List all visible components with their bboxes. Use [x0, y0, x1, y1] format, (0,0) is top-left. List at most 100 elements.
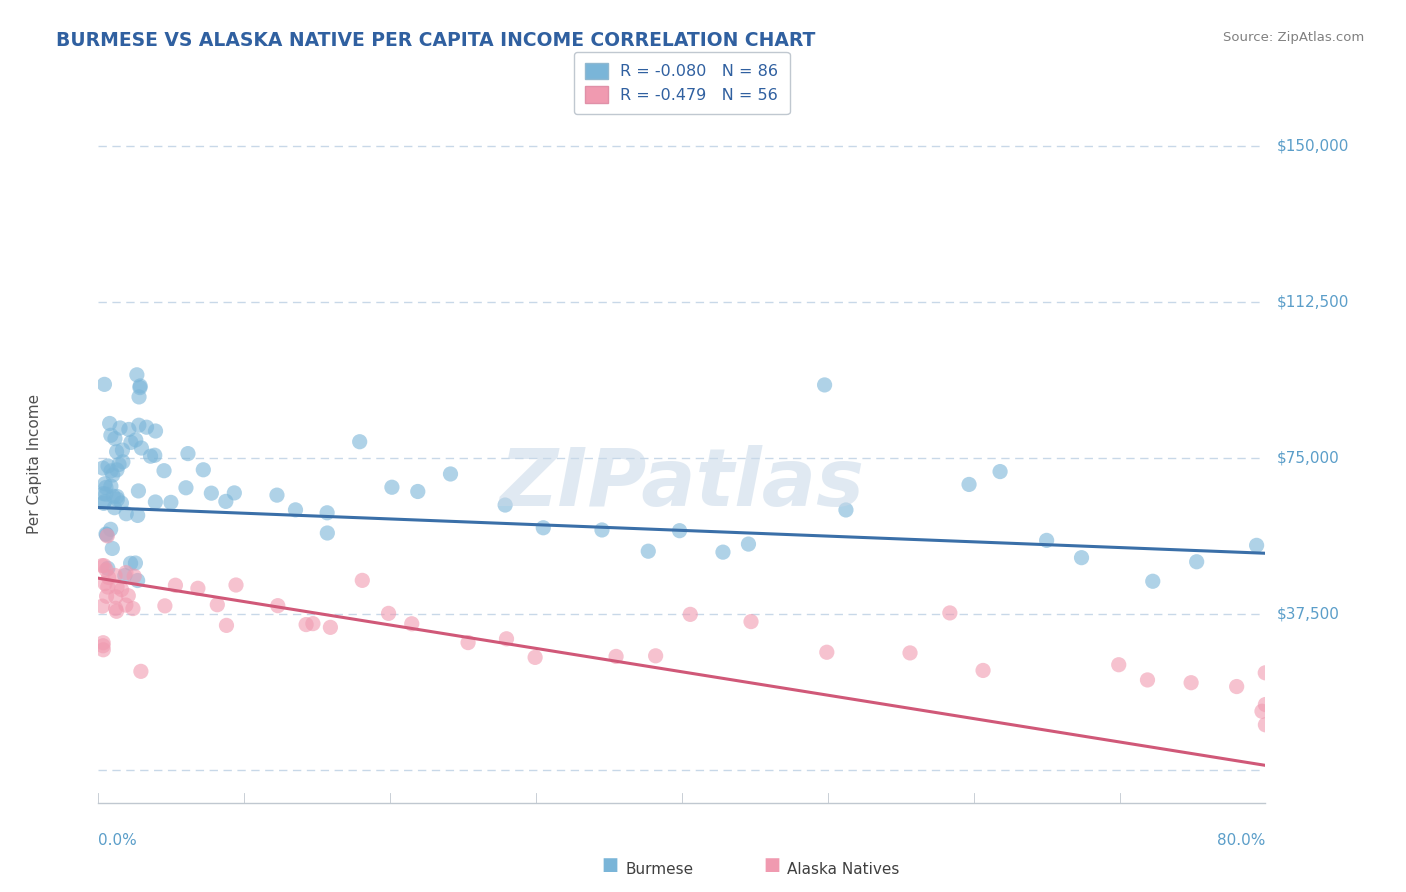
Point — [1185, 555, 1208, 569]
Point — [495, 632, 517, 646]
Point — [93, 558, 115, 573]
Text: BURMESE VS ALASKA NATIVE PER CAPITA INCOME CORRELATION CHART: BURMESE VS ALASKA NATIVE PER CAPITA INCO… — [56, 31, 815, 50]
Point — [316, 526, 339, 541]
Text: $37,500: $37,500 — [1277, 606, 1340, 621]
Point — [128, 418, 150, 433]
Point — [295, 617, 318, 632]
Point — [105, 604, 128, 618]
Point — [153, 599, 176, 613]
Point — [100, 479, 122, 493]
Point — [1136, 673, 1159, 687]
Point — [1226, 680, 1249, 694]
Point — [105, 444, 128, 458]
Point — [97, 580, 120, 594]
Point — [97, 458, 120, 473]
Point — [160, 495, 183, 509]
Point — [118, 422, 141, 436]
Point — [591, 523, 613, 537]
Point — [200, 486, 222, 500]
Point — [145, 424, 167, 438]
Point — [972, 664, 994, 678]
Point — [302, 616, 325, 631]
Point — [114, 568, 136, 582]
Point — [120, 556, 142, 570]
Point — [91, 639, 114, 653]
Point — [1142, 574, 1164, 589]
Text: Burmese: Burmese — [626, 863, 693, 877]
Text: ■: ■ — [602, 855, 619, 873]
Point — [115, 507, 138, 521]
Point — [225, 578, 247, 592]
Point — [711, 545, 734, 559]
Point — [125, 368, 148, 382]
Point — [94, 527, 117, 541]
Point — [439, 467, 461, 481]
Point — [266, 488, 288, 502]
Point — [100, 464, 122, 478]
Point — [1108, 657, 1130, 672]
Legend: R = -0.080   N = 86, R = -0.479   N = 56: R = -0.080 N = 86, R = -0.479 N = 56 — [574, 52, 790, 114]
Point — [316, 506, 339, 520]
Text: $150,000: $150,000 — [1277, 138, 1348, 153]
Point — [835, 503, 858, 517]
Point — [129, 379, 152, 393]
Point — [352, 574, 374, 588]
Point — [644, 648, 666, 663]
Point — [104, 432, 127, 446]
Point — [125, 433, 148, 447]
Point — [531, 521, 554, 535]
Point — [457, 635, 479, 649]
Point — [127, 483, 149, 498]
Point — [401, 616, 423, 631]
Point — [111, 443, 134, 458]
Point — [94, 487, 117, 501]
Point — [104, 590, 127, 604]
Point — [377, 607, 399, 621]
Point — [101, 541, 124, 556]
Text: Alaska Natives: Alaska Natives — [787, 863, 900, 877]
Point — [93, 377, 115, 392]
Point — [215, 494, 238, 508]
Point — [1254, 665, 1277, 680]
Point — [1254, 718, 1277, 732]
Point — [605, 649, 627, 664]
Point — [94, 480, 117, 494]
Point — [193, 463, 215, 477]
Point — [98, 417, 121, 431]
Point — [127, 574, 149, 588]
Point — [115, 598, 138, 612]
Point — [494, 498, 516, 512]
Point — [100, 522, 122, 536]
Point — [145, 495, 167, 509]
Point — [740, 615, 762, 629]
Point — [957, 477, 980, 491]
Point — [94, 476, 117, 491]
Point — [96, 589, 118, 603]
Point — [939, 606, 962, 620]
Point — [284, 503, 307, 517]
Point — [110, 496, 132, 510]
Text: 0.0%: 0.0% — [98, 833, 138, 848]
Point — [104, 568, 127, 582]
Point — [1070, 550, 1092, 565]
Point — [103, 489, 125, 503]
Point — [153, 464, 176, 478]
Point — [91, 636, 114, 650]
Point — [96, 563, 118, 577]
Point — [988, 465, 1011, 479]
Point — [101, 468, 124, 483]
Point — [105, 580, 128, 594]
Point — [668, 524, 690, 538]
Point — [122, 601, 145, 615]
Point — [108, 421, 131, 435]
Point — [165, 578, 187, 592]
Point — [91, 461, 114, 475]
Text: Source: ZipAtlas.com: Source: ZipAtlas.com — [1223, 31, 1364, 45]
Point — [128, 390, 150, 404]
Point — [135, 420, 157, 434]
Point — [117, 589, 139, 603]
Point — [1251, 704, 1274, 718]
Point — [524, 650, 547, 665]
Point — [319, 620, 342, 634]
Point — [104, 601, 127, 615]
